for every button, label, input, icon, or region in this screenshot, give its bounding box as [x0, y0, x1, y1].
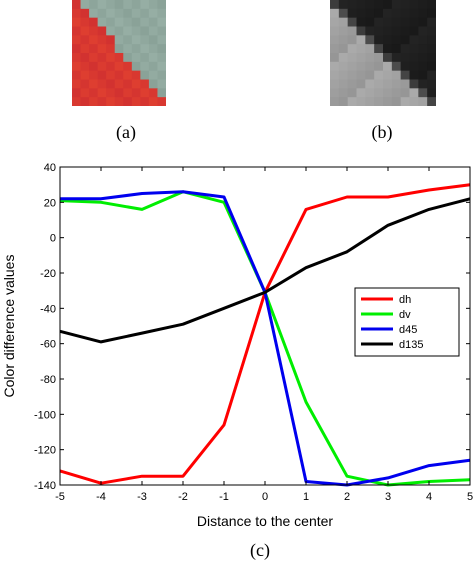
series-layer: [59, 183, 471, 487]
axes: -5 -4 -3 -2 -1 0 1 2 3 4 5 -140 -120 -100 -80 -60 -40 -20…: [34, 162, 473, 503]
x-axis-label: Distance to the center: [197, 513, 334, 529]
legend-label-dv: dv: [399, 309, 411, 321]
x-tick-label: 2: [344, 491, 350, 503]
series-line-d135: [59, 197, 471, 344]
caption-c: (c): [250, 540, 270, 560]
x-tick-label: -2: [178, 491, 188, 503]
y-axis-label: Color difference values: [1, 255, 17, 398]
x-tick-label: 1: [303, 491, 309, 503]
y-tick-label: -40: [40, 303, 56, 315]
legend-label-dh: dh: [399, 294, 411, 306]
pixel-patch-b: [330, 0, 436, 106]
y-tick-label: 40: [44, 162, 56, 174]
x-tick-label: -4: [96, 491, 106, 503]
x-tick-label: 3: [385, 491, 391, 503]
pixel-patch-a: [72, 0, 166, 106]
x-tick-label: -1: [219, 491, 229, 503]
legend: dh dv d45 d135: [354, 287, 460, 357]
line-chart: -5 -4 -3 -2 -1 0 1 2 3 4 5 -140 -120 -100 -80 -60 -40 -20…: [1, 162, 473, 529]
legend-label-d135: d135: [399, 339, 423, 351]
y-tick-label: -120: [34, 445, 56, 457]
x-tick-label: 4: [426, 491, 432, 503]
y-tick-label: -80: [40, 374, 56, 386]
legend-label-d45: d45: [399, 324, 417, 336]
y-tick-label: -100: [34, 409, 56, 421]
x-tick-label: -5: [55, 491, 65, 503]
y-tick-label: -140: [34, 480, 56, 492]
y-tick-label: -20: [40, 268, 56, 280]
x-tick-label: 5: [467, 491, 473, 503]
y-tick-label: 20: [44, 197, 56, 209]
y-tick-label: 0: [50, 233, 56, 245]
caption-b: (b): [371, 122, 393, 142]
x-tick-label: 0: [262, 491, 268, 503]
caption-a: (a): [116, 122, 136, 142]
x-tick-label: -3: [137, 491, 147, 503]
y-tick-label: -60: [40, 339, 56, 351]
